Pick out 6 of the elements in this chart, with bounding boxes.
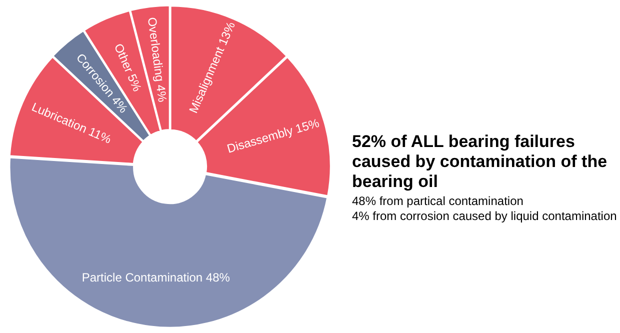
slice-label: Other 5% xyxy=(111,41,145,94)
text: 48% from partical contamination xyxy=(352,194,524,209)
text: 4% from corrosion caused by liquid contamination xyxy=(352,209,618,224)
slice-label: Overloading 4% xyxy=(144,16,170,104)
slice-label: Particle Contamination 48% xyxy=(82,270,230,284)
text: 52% of ALL bearing failures caused by contamination of the bearing oil xyxy=(352,132,608,192)
